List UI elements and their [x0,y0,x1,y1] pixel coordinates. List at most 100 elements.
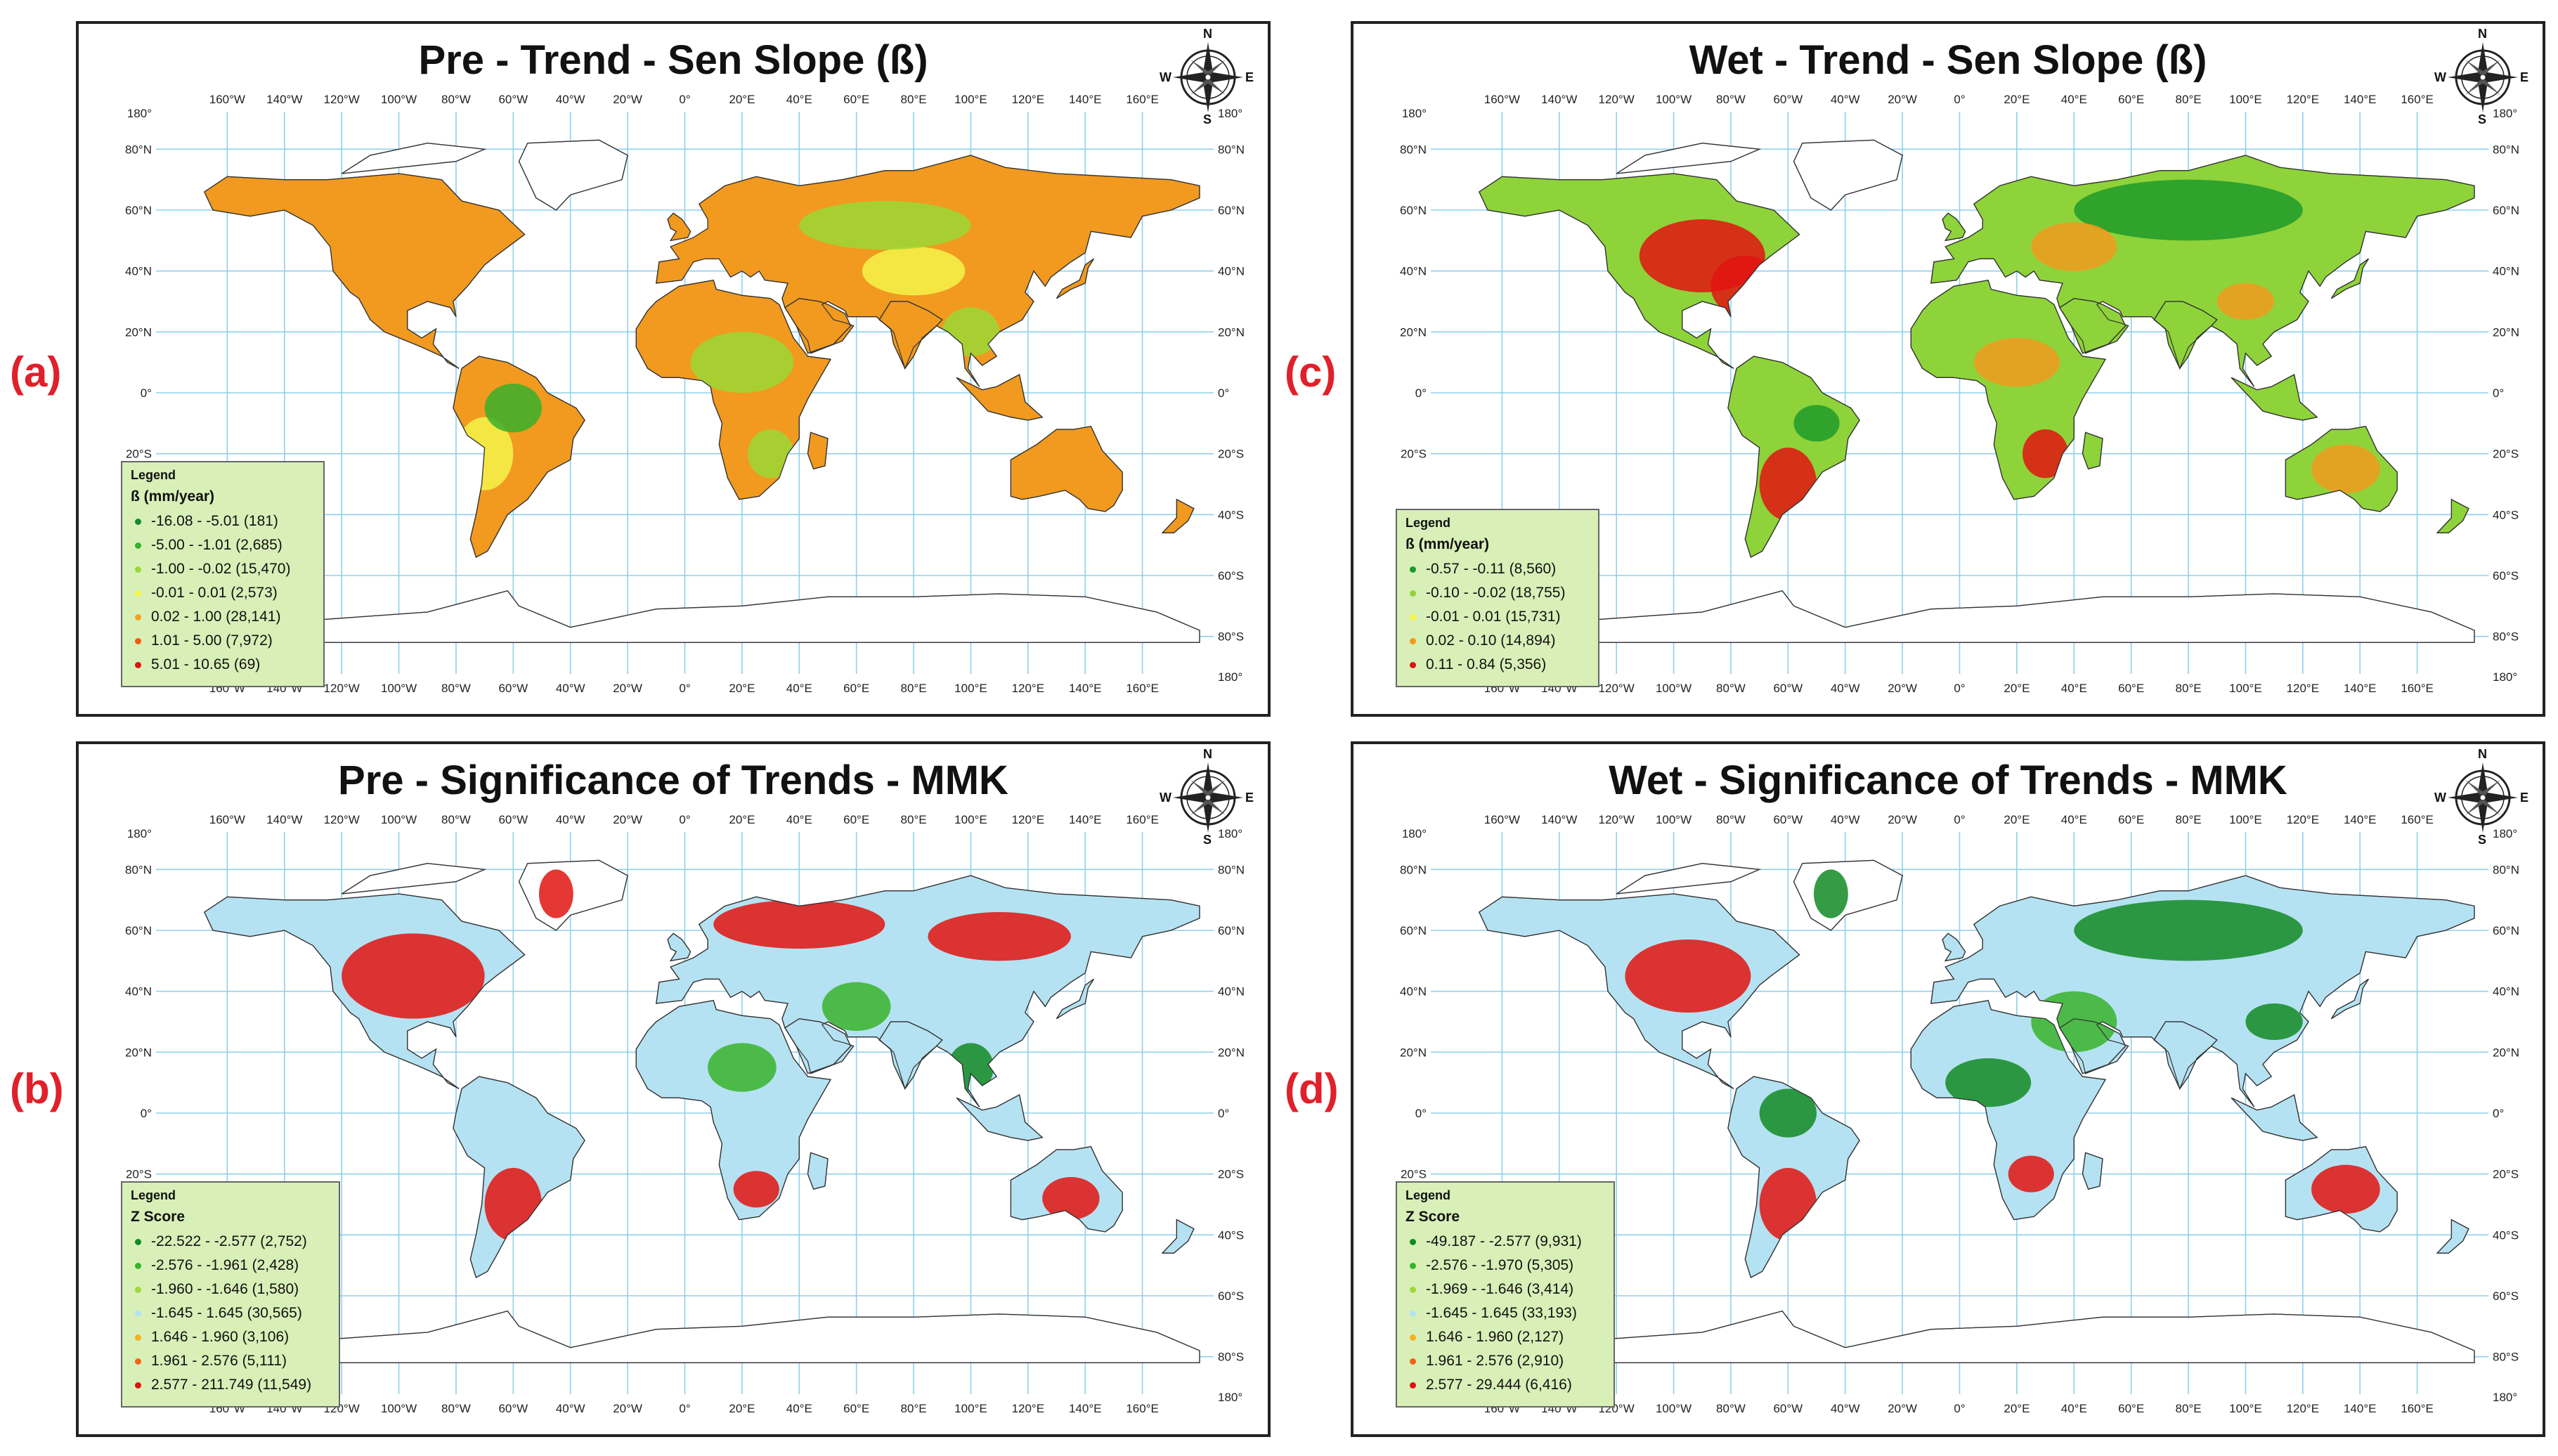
lat-tick-label-left: 60°N [1400,204,1427,217]
lon-tick-label: 140°E [2344,813,2377,826]
lon-tick-label: 0° [679,1402,690,1415]
legend-swatch [135,542,141,549]
lon-tick-label: 20°E [729,93,755,106]
legend-item-label: -16.08 - -5.01 (181) [151,513,278,529]
compass-w-label: W [1160,70,1171,84]
legend-item-label: -22.522 - -2.577 (2,752) [151,1233,307,1249]
lon-tick-label: 60°W [498,813,528,826]
continent-greenland [518,859,628,931]
lon-tick-label: 40°E [2061,1402,2087,1415]
compass-s-label: S [2478,833,2487,847]
lat-tick-label-right: 180° [2493,107,2517,120]
compass-e-label: E [1245,791,1254,805]
compass-w-label: W [1160,791,1171,805]
lat-tick-label-right: 80°S [2493,630,2519,644]
panel-letter-c: (c) [1285,349,1337,396]
lon-tick-label: 20°E [2004,93,2030,106]
compass-e-label: E [1245,70,1254,84]
legend-swatch [135,661,141,668]
lon-tick-label: 120°E [1012,682,1045,695]
lon-tick-label: 140°E [1069,682,1102,695]
trend-pattern [1625,869,2380,1241]
lon-tick-label: 20°E [729,682,755,695]
legend-item: -2.576 - -1.970 (5,305) [1405,1254,1605,1278]
legend-item: -0.01 - 0.01 (2,573) [131,581,315,605]
lon-tick-label: 140°E [2344,1402,2377,1415]
compass-n-label: N [2478,27,2487,41]
lat-tick-label-right: 60°S [1218,1289,1244,1303]
lon-tick-label: 160°W [1484,93,1520,106]
lon-tick-label: 40°W [556,682,585,695]
lon-tick-label: 100°W [381,682,417,695]
lat-tick-label-left: 20°S [126,448,152,461]
lon-tick-label: 60°E [2118,682,2144,695]
legend-swatch [1410,613,1416,620]
map-legend: Legend Z Score -22.522 - -2.577 (2,752) -2.… [121,1181,340,1408]
lon-tick-label: 80°W [1716,813,1746,826]
compass-s-label: S [1203,112,1212,126]
legend-swatch [1410,661,1416,668]
legend-swatch [1410,1262,1416,1269]
lon-tick-label: 60°W [1773,813,1803,826]
legend-item: 1.646 - 1.960 (3,106) [131,1325,330,1349]
lat-tick-label-right: 40°N [2493,985,2519,999]
lon-tick-label: 0° [679,682,690,695]
lon-tick-label: 60°E [843,1402,869,1415]
lon-tick-label: 120°W [324,93,360,106]
continent-se-asia-islands [956,374,1044,421]
lon-tick-label: 40°E [786,93,812,106]
legend-item-label: 2.577 - 211.749 (11,549) [151,1377,312,1393]
legend-item-label: -1.960 - -1.646 (1,580) [151,1281,299,1297]
lon-tick-label: 100°W [1656,813,1692,826]
legend-heading: Legend [131,468,176,482]
lat-tick-label-right: 60°S [2493,1289,2519,1303]
continent-greenland [1793,139,1903,211]
legend-swatch [1410,1310,1416,1317]
lon-tick-label: 60°E [2118,93,2144,106]
panel-title: Pre - Significance of Trends - MMK [338,758,1008,803]
lat-tick-label-left: 40°N [1400,265,1427,278]
lon-tick-label: 20°W [613,1402,642,1415]
lon-tick-label: 100°E [2229,682,2262,695]
legend-item: -1.969 - -1.646 (3,414) [1405,1278,1605,1301]
lat-tick-label-right: 80°S [2493,1351,2519,1364]
legend-swatch [135,1262,141,1269]
legend-swatch [1410,1286,1416,1293]
lon-tick-label: 140°W [1541,813,1577,826]
lat-tick-label-right: 40°S [2493,1228,2519,1242]
compass-s-label: S [1203,833,1212,847]
lat-tick-label-right: 20°N [1218,325,1245,339]
lat-tick-label-right: 80°S [1218,630,1244,644]
lon-tick-label: 60°E [2118,1402,2144,1415]
lon-tick-label: 40°W [556,813,585,826]
legend-item: -0.01 - 0.01 (15,731) [1405,605,1590,629]
lon-tick-label: 80°W [441,682,471,695]
lon-tick-label: 160°W [1484,813,1520,826]
lon-tick-label: 100°E [2229,1402,2262,1415]
lon-tick-label: 40°E [786,813,812,826]
lat-tick-label-right: 0° [1218,1107,1229,1120]
legend-item-label: 0.02 - 0.10 (14,894) [1426,632,1556,649]
lon-tick-label: 40°W [556,1402,585,1415]
compass-n-label: N [2478,747,2487,761]
lon-tick-label: 80°W [441,813,471,826]
lon-tick-label: 40°W [556,93,585,106]
lon-tick-label: 80°E [901,1402,927,1415]
legend-swatch [135,1310,141,1317]
lon-tick-label: 40°W [1831,813,1860,826]
lon-tick-label: 100°E [954,682,987,695]
lon-tick-label: 60°E [2118,813,2144,826]
lon-tick-label: 140°W [266,813,302,826]
legend-item: -1.645 - 1.645 (33,193) [1405,1301,1605,1325]
lon-tick-label: 80°W [441,93,471,106]
lon-tick-label: 160°E [1126,93,1159,106]
lat-tick-label-right: 20°N [2493,325,2519,339]
lon-tick-label: 80°W [1716,1402,1746,1415]
panel-letter-a: (a) [10,349,62,396]
lat-tick-label-right: 60°S [2493,569,2519,583]
panel-letter-b: (b) [10,1065,64,1112]
compass-e-label: E [2520,791,2529,805]
lon-tick-label: 60°W [1773,93,1803,106]
lon-tick-label: 120°W [1599,93,1635,106]
legend-swatch [135,1382,141,1389]
